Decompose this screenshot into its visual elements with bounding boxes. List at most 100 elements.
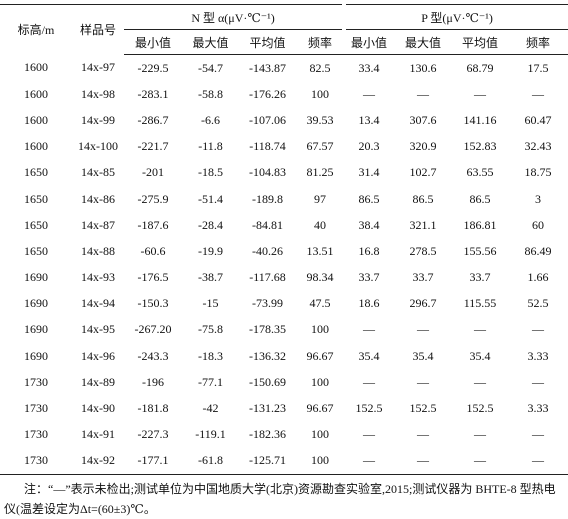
table-cell: 1650: [24, 165, 48, 180]
table-cell: 14x-94: [81, 296, 115, 311]
table-cell: 14x-93: [81, 270, 115, 285]
sub-header-cell: 最小值: [344, 29, 395, 55]
table-cell: 33.7: [469, 270, 491, 285]
table-row: 1690 14x-95 -267.20 -75.8 -178.35 100 — — — —: [0, 317, 568, 343]
table-cell: 14x-86: [81, 191, 115, 206]
table-cell: -104.83: [249, 165, 286, 180]
table-cell: —: [474, 374, 487, 389]
table-cell: 1690: [24, 322, 48, 337]
table-cell: -51.4: [198, 191, 223, 206]
table-cell: 320.9: [409, 139, 437, 154]
table-cell: -15: [202, 296, 219, 311]
table-cell: 14x-96: [81, 348, 115, 363]
table-cell: 14x-99: [81, 112, 115, 127]
table-cell: -18.5: [198, 165, 223, 180]
table-cell: 13.4: [358, 112, 380, 127]
table-cell: —: [363, 453, 376, 468]
table-cell: —: [532, 86, 545, 101]
table-cell: 1650: [24, 243, 48, 258]
table-cell: 17.5: [527, 60, 549, 75]
table-cell: 307.6: [409, 112, 437, 127]
table-cell: 14x-87: [81, 217, 115, 232]
table-row: 1690 14x-96 -243.3 -18.3 -136.32 96.67 35.4 35.…: [0, 343, 568, 369]
table-cell: —: [532, 427, 545, 442]
table-cell: 67.57: [306, 139, 334, 154]
table-row: 1650 14x-86 -275.9 -51.4 -189.8 97 86.5 86.5 86.…: [0, 186, 568, 212]
table-cell: -150.69: [249, 374, 286, 389]
table-cell: 39.53: [306, 112, 334, 127]
table-cell: —: [532, 374, 545, 389]
table-cell: 1600: [24, 112, 48, 127]
table-cell: 14x-88: [81, 243, 115, 258]
sub-header-cell: 平均值: [452, 29, 509, 55]
table-cell: -178.35: [249, 322, 286, 337]
table-cell: 82.5: [309, 60, 331, 75]
header-cell: 样品号: [79, 23, 116, 38]
table-row: 1600 14x-97 -229.5 -54.7 -143.87 82.5 33.4 130.…: [0, 55, 568, 82]
table-cell: 155.56: [463, 243, 497, 258]
table-cell: -176.5: [137, 270, 169, 285]
table-cell: 100: [311, 374, 330, 389]
table-cell: 100: [311, 86, 330, 101]
table-cell: -73.99: [252, 296, 283, 311]
table-cell: -125.71: [249, 453, 286, 468]
table-cell: -77.1: [198, 374, 223, 389]
table-cell: -267.20: [134, 322, 172, 337]
table-cell: —: [417, 374, 430, 389]
table-cell: —: [363, 427, 376, 442]
table-row: 1730 14x-90 -181.8 -42 -131.23 96.67 152.5 152.…: [0, 395, 568, 421]
table-cell: 60: [532, 217, 545, 232]
table-cell: -60.6: [140, 243, 166, 258]
table-cell: -283.1: [137, 86, 169, 101]
table-cell: 3.33: [527, 401, 549, 416]
header-group: P 型(μV·℃⁻¹): [344, 4, 568, 30]
table-cell: 14x-98: [81, 86, 115, 101]
table-note: 注：“—”表示未检出;测试单位为中国地质大学(北京)资源勘查实验室,2015;测…: [4, 482, 556, 516]
table-cell: 18.75: [524, 165, 552, 180]
table-cell: —: [474, 427, 487, 442]
table-cell: -229.5: [137, 60, 169, 75]
table-cell: -286.7: [137, 112, 169, 127]
table-cell: 115.55: [463, 296, 497, 311]
table-cell: -177.1: [137, 453, 169, 468]
table-cell: 1730: [24, 453, 48, 468]
table-cell: 35.4: [358, 348, 380, 363]
table-cell: 1.66: [527, 270, 549, 285]
table-cell: 13.51: [306, 243, 334, 258]
table-cell: 14x-85: [81, 165, 115, 180]
table-cell: 14x-90: [81, 401, 115, 416]
table-cell: -54.7: [198, 60, 223, 75]
table-cell: 20.3: [358, 139, 380, 154]
table-cell: -189.8: [252, 191, 283, 206]
table-row: 1650 14x-87 -187.6 -28.4 -84.81 40 38.4 321.1 18…: [0, 212, 568, 238]
table-cell: -19.9: [198, 243, 223, 258]
table-cell: 35.4: [469, 348, 491, 363]
table-cell: —: [417, 453, 430, 468]
table-cell: —: [532, 322, 545, 337]
table-cell: 1730: [24, 401, 48, 416]
table-cell: 1690: [24, 348, 48, 363]
table-cell: -176.26: [249, 86, 286, 101]
table-cell: 1650: [24, 191, 48, 206]
table-cell: -84.81: [252, 217, 283, 232]
table-cell: 1650: [24, 217, 48, 232]
table-cell: 1690: [24, 270, 48, 285]
table-cell: 60.47: [524, 112, 552, 127]
sub-header-cell: 频率: [508, 29, 568, 55]
table-cell: -18.3: [198, 348, 223, 363]
table-cell: -119.1: [195, 427, 226, 442]
table-cell: -182.36: [249, 427, 286, 442]
sub-header-cell: 最大值: [182, 29, 239, 55]
table-cell: 296.7: [409, 296, 437, 311]
table-cell: —: [417, 86, 430, 101]
table-cell: 100: [311, 453, 330, 468]
table-cell: -61.8: [198, 453, 223, 468]
table-cell: -28.4: [198, 217, 223, 232]
table-cell: 33.4: [358, 60, 380, 75]
table-cell: —: [474, 322, 487, 337]
table-cell: -75.8: [198, 322, 223, 337]
table-cell: -143.87: [249, 60, 286, 75]
table-cell: 86.5: [412, 191, 434, 206]
table-cell: 1730: [24, 427, 48, 442]
table-cell: -38.7: [198, 270, 223, 285]
